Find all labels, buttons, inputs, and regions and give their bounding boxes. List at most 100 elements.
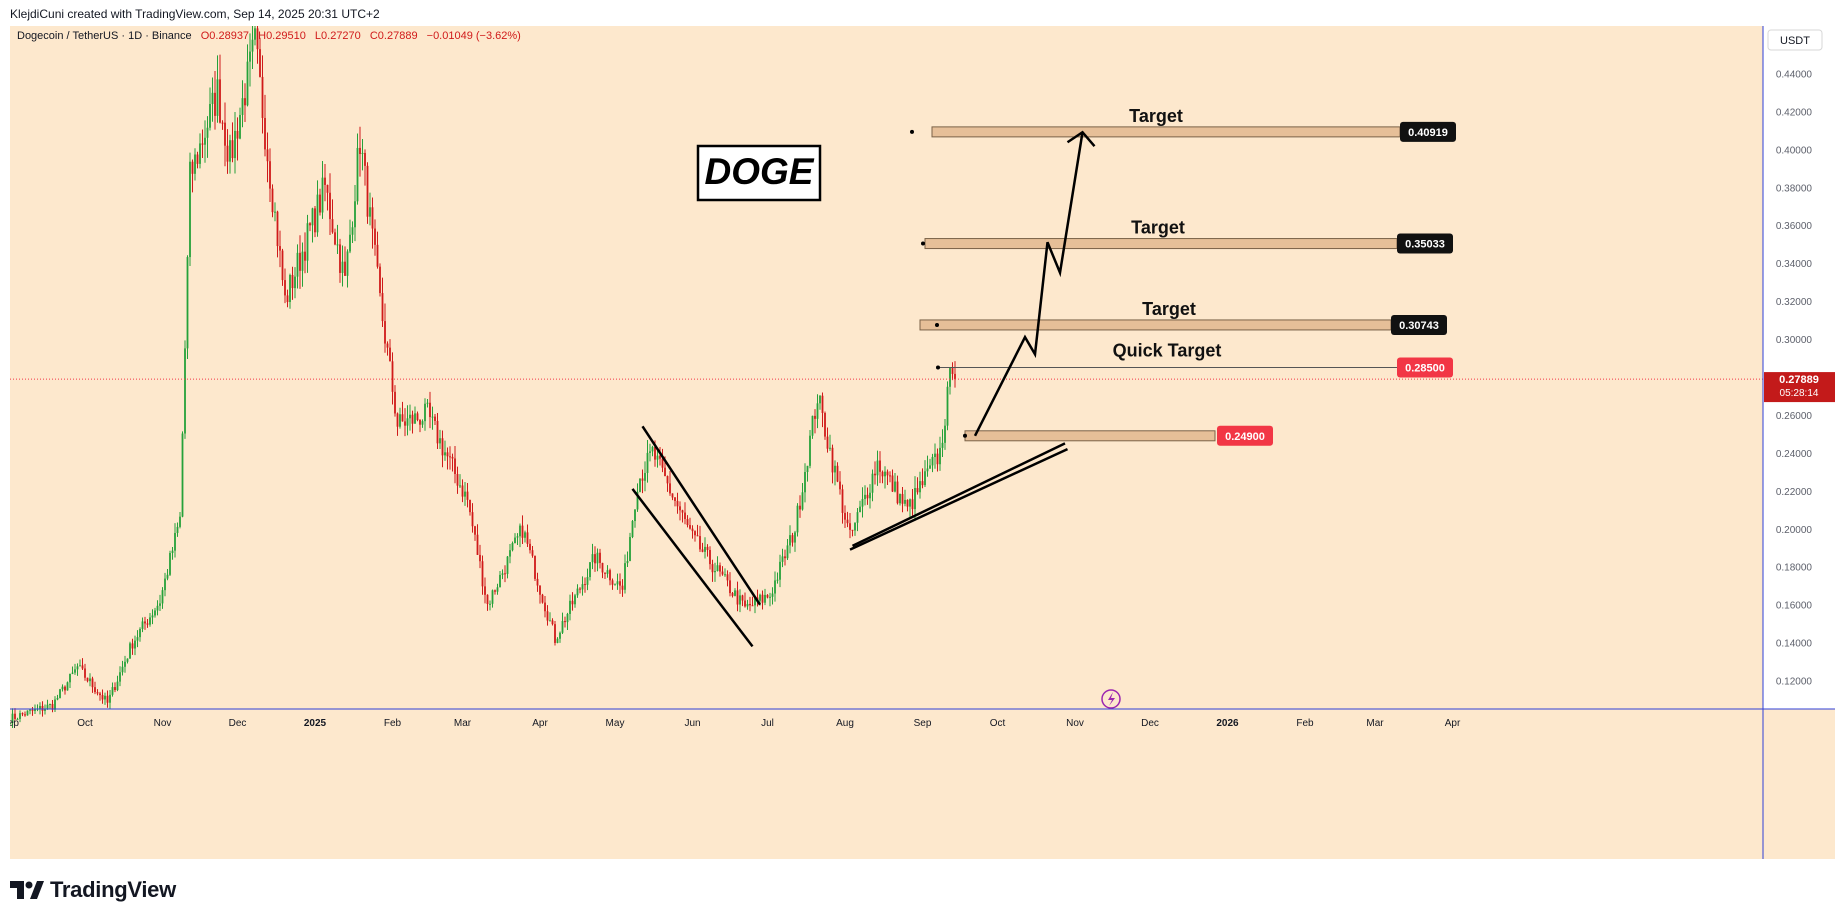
candle-body	[729, 580, 731, 594]
candle-body	[896, 481, 899, 504]
tradingview-wordmark: TradingView	[50, 877, 176, 902]
arrow-head	[1066, 130, 1096, 148]
candle-body	[824, 412, 826, 437]
candle-body	[116, 681, 119, 691]
candle-body	[866, 494, 869, 499]
candle-body	[276, 211, 279, 247]
candle-body	[549, 620, 551, 622]
candle-body	[614, 584, 616, 586]
candle-body	[759, 594, 761, 601]
doge-annotation[interactable]: DOGE	[696, 144, 822, 202]
candle-body	[426, 402, 429, 404]
candle-body	[801, 492, 804, 510]
candle-body	[391, 361, 394, 392]
level-label: Quick Target	[1113, 341, 1222, 361]
currency-badge[interactable]: USDT	[1767, 29, 1823, 51]
level-price-tag-value: 0.40919	[1408, 127, 1448, 139]
candle-body	[574, 595, 576, 605]
level-zone[interactable]: 0.24900	[963, 425, 1273, 446]
falling-channel-lower[interactable]	[631, 488, 754, 648]
candle-body	[329, 192, 331, 220]
candle-body	[609, 570, 611, 581]
candle-body	[571, 600, 574, 605]
candle-body	[856, 512, 859, 523]
candle-body	[716, 565, 719, 572]
candle-body	[84, 668, 86, 678]
candle-body	[509, 550, 511, 557]
level-label: Target	[1131, 218, 1185, 238]
candle-body	[61, 686, 64, 690]
candle-body	[829, 447, 831, 449]
candle-body	[806, 465, 809, 472]
candle-body	[231, 140, 234, 159]
candle-body	[461, 485, 464, 497]
candle-body	[616, 581, 619, 585]
candle-body	[341, 261, 344, 273]
candle-body	[489, 603, 491, 605]
candle-body	[799, 505, 801, 510]
candle-body	[589, 562, 591, 578]
candle-body	[664, 467, 666, 477]
candle-body	[911, 499, 914, 510]
replay-icon[interactable]	[1101, 689, 1121, 709]
candle-body	[266, 149, 269, 162]
rising-support-lower[interactable]	[849, 447, 1069, 551]
y-tick-label: 0.26000	[1776, 411, 1813, 422]
current-price-tag: 0.27889 05:28:14	[1764, 372, 1835, 403]
candle-body	[739, 595, 741, 605]
level-zone[interactable]: Quick Target 0.28500	[936, 341, 1453, 378]
chart-svg[interactable]: Target 0.40919 Target 0.35033 Target 0.30743 Q…	[1, 11, 1835, 859]
candle-body	[684, 512, 686, 520]
candle-body	[294, 276, 296, 289]
candle-body	[776, 579, 779, 581]
candle-body	[389, 347, 391, 362]
level-price-tag-value: 0.35033	[1405, 239, 1445, 251]
candle-body	[211, 92, 214, 105]
candle-body	[709, 549, 711, 565]
level-label: Target	[1129, 106, 1183, 126]
level-anchor-dot	[921, 241, 925, 246]
candle-body	[779, 561, 781, 580]
candle-body	[556, 638, 559, 643]
candle-body	[939, 447, 941, 465]
tradingview-logo[interactable]: TradingView	[10, 877, 176, 903]
candle-body	[506, 556, 509, 574]
candle-body	[491, 590, 494, 604]
candle-body	[179, 516, 181, 527]
candle-body	[344, 261, 346, 276]
candle-body	[109, 694, 111, 703]
candle-body	[954, 373, 956, 380]
y-tick-label: 0.16000	[1776, 601, 1813, 612]
candle-body	[181, 433, 184, 517]
time-axis[interactable]: Sep Oct Nov Dec 2025 Feb Mar Apr May Jun Jul Aug Sep…	[1, 718, 1461, 729]
candle-body	[159, 603, 161, 606]
candle-body	[516, 536, 519, 538]
level-zone[interactable]: Target 0.30743	[919, 299, 1447, 335]
candle-body	[269, 161, 271, 189]
candle-body	[644, 472, 646, 481]
rising-support-upper[interactable]	[851, 442, 1066, 547]
candle-body	[46, 704, 49, 709]
candle-body	[184, 348, 186, 434]
candle-body	[871, 473, 874, 493]
candle-body	[316, 194, 319, 233]
candle-body	[651, 446, 654, 452]
chart-area[interactable]: Target 0.40919 Target 0.35033 Target 0.30743 Q…	[1, 11, 1835, 859]
level-zone[interactable]: Target 0.40919	[910, 106, 1456, 142]
candle-body	[496, 587, 499, 592]
symbol-legend[interactable]: Dogecoin / TetherUS · 1D · Binance O0.28…	[17, 30, 521, 42]
candle-body	[839, 481, 841, 490]
price-axis[interactable]: 0.12000 0.14000 0.16000 0.18000 0.20000 0.220…	[1776, 31, 1813, 687]
ohlc-high: H0.29510	[258, 30, 306, 42]
candle-body	[581, 584, 584, 590]
candle-body	[876, 460, 879, 476]
candle-body	[606, 570, 609, 574]
falling-channel-upper[interactable]	[641, 425, 762, 606]
candle-body	[899, 494, 901, 504]
candle-body	[89, 678, 91, 682]
candle-body	[194, 154, 196, 174]
candle-body	[459, 485, 461, 487]
level-zone[interactable]: Target 0.35033	[921, 218, 1453, 254]
candle-body	[444, 452, 446, 456]
x-tick-label: May	[606, 718, 625, 729]
